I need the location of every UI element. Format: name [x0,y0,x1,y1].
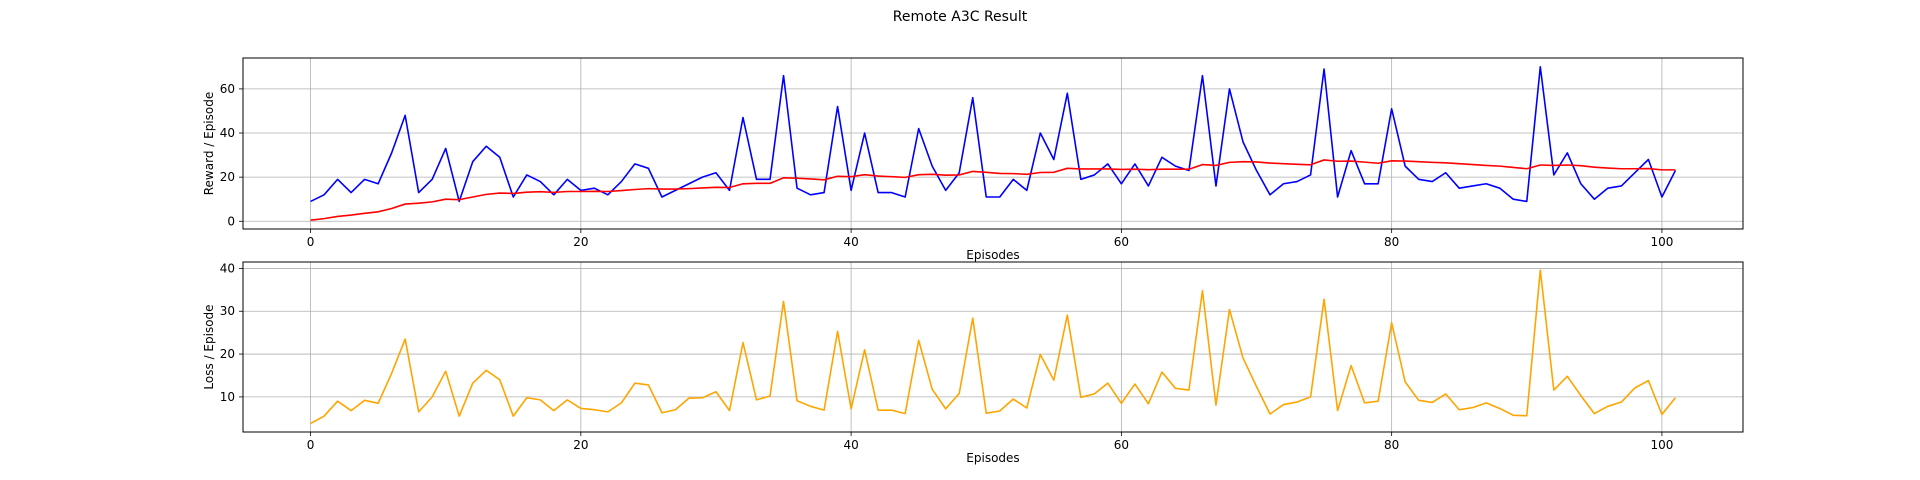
reward-x-tick-label: 40 [843,235,858,249]
loss-y-tick-label: 30 [220,304,235,318]
reward-x-tick-label: 80 [1384,235,1399,249]
reward-x-tick-label: 20 [573,235,588,249]
loss-y-tick-label: 10 [220,390,235,404]
loss-x-tick-label: 40 [843,438,858,452]
loss-x-tick-label: 20 [573,438,588,452]
reward-y-tick-label: 60 [220,82,235,96]
reward-x-tick-label: 60 [1114,235,1129,249]
reward-y-tick-label: 0 [227,214,235,228]
reward-x-axis-label: Episodes [966,248,1019,262]
reward-y-tick-label: 40 [220,126,235,140]
reward-x-tick-label: 0 [307,235,315,249]
loss-x-tick-label: 60 [1114,438,1129,452]
loss-y-axis-label: Loss / Episode [202,304,216,389]
loss-x-axis-label: Episodes [966,451,1019,465]
loss-axes-frame [242,261,1744,433]
reward-series-line-1 [310,66,1677,203]
loss-series-line-1 [310,269,1677,425]
loss-y-tick-label: 40 [220,261,235,275]
loss-y-tick-label: 20 [220,347,235,361]
reward-axes-frame [242,57,1744,230]
loss-x-tick-label: 80 [1384,438,1399,452]
reward-x-tick-label: 100 [1650,235,1673,249]
loss-x-tick-label: 0 [307,438,315,452]
reward-series-line-2 [310,159,1676,221]
loss-x-tick-label: 100 [1650,438,1673,452]
reward-chart-panel: 0 20 40 60 80 100 0 20 40 60 Episodes Reward / Epis… [202,57,1744,262]
loss-chart-panel: 0 20 40 60 80 100 10 20 30 40 Episodes Loss / Episo… [202,261,1744,465]
figure-title: Remote A3C Result [893,9,1028,25]
reward-y-axis-label: Reward / Episode [202,92,216,196]
reward-y-tick-label: 20 [220,170,235,184]
